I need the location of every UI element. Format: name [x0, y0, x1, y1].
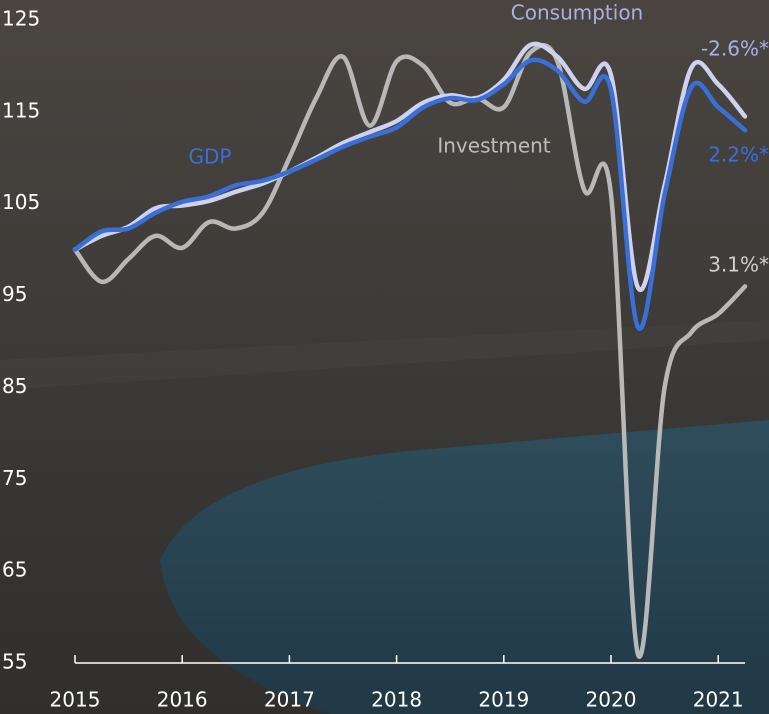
annotation: Investment	[437, 134, 550, 158]
x-tick-label: 2015	[50, 688, 101, 712]
y-tick-label: 125	[2, 7, 40, 31]
annotation: 3.1%*	[708, 253, 769, 277]
page: {"chart_data": {"type": "line", "x": [20…	[0, 0, 769, 714]
x-tick-label: 2017	[264, 688, 315, 712]
y-tick-label: 105	[2, 190, 40, 214]
x-tick-label: 2021	[693, 688, 744, 712]
y-tick-label: 95	[2, 282, 27, 306]
x-tick-label: 2016	[157, 688, 208, 712]
y-tick-label: 65	[2, 558, 27, 582]
y-tick-label: 85	[2, 374, 27, 398]
y-tick-label: 115	[2, 98, 40, 122]
x-tick-label: 2019	[478, 688, 529, 712]
y-tick-label: 55	[2, 650, 27, 674]
chart: 55 65 75 85 95 105 115 125 2015 2016 2017 2018 2019 2…	[0, 0, 769, 714]
annotation: 2.2%*	[708, 143, 769, 167]
x-tick-label: 2020	[586, 688, 637, 712]
annotation: Consumption	[511, 1, 643, 25]
annotation: -2.6%*	[701, 37, 769, 61]
x-tick-label: 2018	[371, 688, 422, 712]
y-tick-label: 75	[2, 466, 27, 490]
annotation: GDP	[189, 145, 232, 169]
